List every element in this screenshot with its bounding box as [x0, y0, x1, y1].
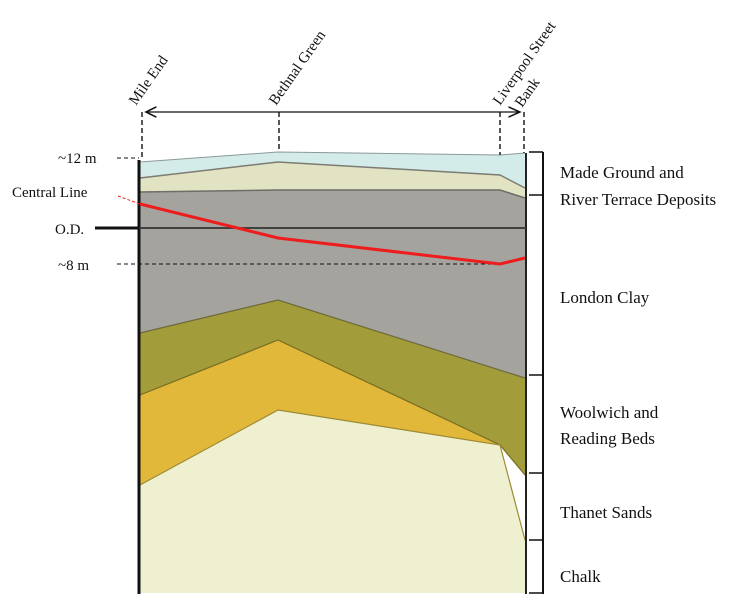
central-line-leader [117, 195, 141, 205]
boundary-line [139, 161, 526, 189]
strata-label: Chalk [560, 567, 601, 586]
strata-label: London Clay [560, 288, 650, 307]
strata-label: River Terrace Deposits [560, 190, 716, 209]
strata-label: Woolwich and [560, 403, 659, 422]
strata-label: Reading Beds [560, 429, 655, 448]
boundary-line [139, 409, 526, 541]
strata-label: Made Ground and [560, 163, 684, 182]
central-line-tunnel [139, 202, 526, 266]
central-line-label: Central Line [12, 185, 88, 201]
strata-label: Thanet Sands [560, 503, 652, 522]
datum-label: O.D. [55, 222, 84, 238]
level-label-top: ~12 m [58, 151, 97, 167]
boundary-line [139, 189, 526, 199]
boundary-line [139, 339, 526, 476]
boundary-line [139, 299, 526, 379]
chalk-layer [140, 410, 525, 593]
london-clay-layer [140, 190, 525, 378]
thanet-sands-layer [140, 340, 525, 540]
made-ground-layer [140, 152, 525, 188]
boundary-line [139, 151, 526, 163]
woolwich-reading-beds-layer [140, 300, 525, 475]
station-label-mile-end: Mile End [126, 53, 172, 109]
station-label-bethnal-green: Bethnal Green [266, 27, 329, 108]
level-label-bottom: ~8 m [58, 258, 89, 274]
